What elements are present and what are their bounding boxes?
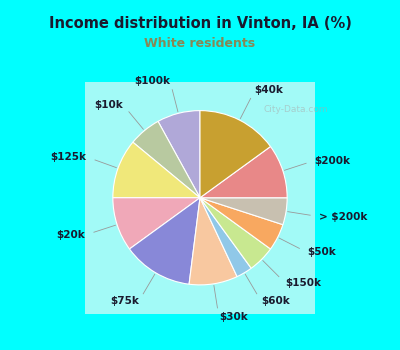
- Wedge shape: [200, 111, 270, 198]
- Wedge shape: [200, 198, 251, 276]
- Bar: [85, 82, 315, 314]
- Text: $30k: $30k: [219, 312, 248, 322]
- Text: $10k: $10k: [94, 100, 123, 110]
- Wedge shape: [200, 198, 270, 268]
- Text: White residents: White residents: [144, 37, 256, 50]
- Wedge shape: [113, 198, 200, 249]
- Text: $125k: $125k: [51, 152, 87, 162]
- Text: $100k: $100k: [134, 76, 170, 86]
- Text: $75k: $75k: [110, 296, 139, 307]
- Wedge shape: [200, 198, 287, 225]
- Text: $50k: $50k: [307, 247, 336, 258]
- Wedge shape: [130, 198, 200, 284]
- Text: Income distribution in Vinton, IA (%): Income distribution in Vinton, IA (%): [48, 16, 352, 31]
- Text: City-Data.com: City-Data.com: [264, 105, 328, 114]
- Wedge shape: [158, 111, 200, 198]
- Wedge shape: [133, 121, 200, 198]
- Text: $20k: $20k: [57, 230, 86, 240]
- Text: > $200k: > $200k: [319, 212, 367, 222]
- Wedge shape: [189, 198, 237, 285]
- Text: $200k: $200k: [314, 155, 350, 166]
- Wedge shape: [200, 147, 287, 198]
- Text: $150k: $150k: [285, 278, 321, 288]
- Text: $40k: $40k: [255, 85, 284, 96]
- Wedge shape: [113, 142, 200, 198]
- Wedge shape: [200, 198, 283, 249]
- Text: $60k: $60k: [261, 296, 290, 307]
